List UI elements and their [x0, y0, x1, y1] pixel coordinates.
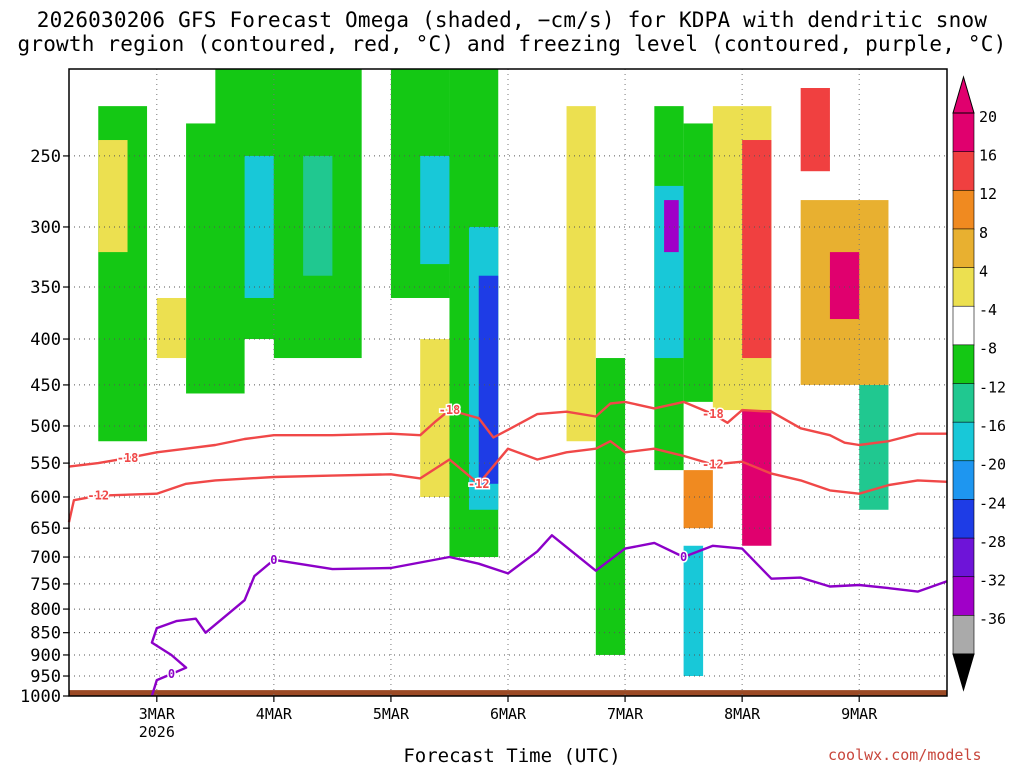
y-tick-label: 650 [30, 519, 61, 539]
contour-label: -12 [87, 489, 109, 503]
contour-label: -12 [702, 458, 724, 472]
terrain-fill [69, 690, 947, 696]
colorbar-tick-label: -32 [979, 572, 1006, 590]
omega-shaded-cell [859, 384, 889, 510]
colorbar-tick-label: -12 [979, 378, 1006, 396]
x-tick-label: 9MAR [841, 705, 878, 723]
colorbar-swatch [952, 383, 975, 423]
colorbar-swatch [952, 460, 975, 501]
colorbar-swatch [952, 615, 975, 655]
omega-shaded-cell [156, 297, 187, 359]
omega-shaded-cell [420, 155, 450, 265]
colorbar-tick-label: -16 [979, 417, 1006, 435]
omega-shaded-cell [683, 545, 704, 677]
colorbar-swatch [952, 499, 975, 539]
colorbar-swatch [952, 421, 975, 462]
y-tick-label: 450 [30, 376, 61, 396]
contour-label: 0 [680, 550, 687, 564]
y-tick-label: 950 [30, 667, 61, 687]
y-tick-label: 850 [30, 624, 61, 644]
contour-line [67, 440, 948, 523]
site-credit[interactable]: coolwx.com/models [828, 746, 982, 764]
x-tick-label: 4MAR [256, 705, 293, 723]
colorbar-tick-label: -8 [979, 340, 997, 358]
y-tick-label: 350 [30, 278, 61, 298]
contour-label: -18 [439, 403, 461, 417]
omega-shaded-cell [683, 123, 713, 402]
y-tick-label: 600 [30, 488, 61, 508]
omega-shaded-cell [742, 140, 772, 359]
omega-shaded-cell [800, 88, 830, 172]
chart-title-line-1: 2026030206 GFS Forecast Omega (shaded, −… [36, 8, 988, 32]
omega-shaded-cell [829, 252, 860, 320]
colorbar-tick-label: 4 [979, 262, 988, 280]
colorbar-tick-label: -4 [979, 301, 997, 319]
contour-label: 0 [270, 553, 277, 567]
colorbar-swatch [952, 576, 975, 617]
colorbar-bottom-arrow [952, 653, 975, 692]
colorbar-top-arrow [952, 75, 975, 114]
contour-line [68, 400, 947, 468]
colorbar-swatch [952, 112, 975, 153]
colorbar-swatch [952, 305, 975, 346]
y-tick-label: 1000 [20, 687, 61, 707]
omega-shaded-cell [664, 200, 679, 253]
x-tick-label: 6MAR [490, 705, 527, 723]
contour-label: -12 [468, 477, 490, 491]
x-tick-label: 3MAR [139, 705, 176, 723]
colorbar-swatch [952, 267, 975, 308]
x-axis-title: Forecast Time (UTC) [403, 745, 621, 767]
y-tick-label: 500 [30, 417, 61, 437]
colorbar-tick-label: -24 [979, 494, 1006, 512]
chart-title-line-2: growth region (contoured, red, °C) and f… [17, 32, 1007, 56]
colorbar-tick-label: 12 [979, 185, 997, 203]
omega-shaded-cell [566, 106, 596, 442]
colorbar-tick-label: -36 [979, 610, 1006, 628]
contour-label: -18 [702, 407, 724, 421]
y-tick-label: 750 [30, 575, 61, 595]
x-tick-label: 8MAR [724, 705, 761, 723]
colorbar-tick-label: 8 [979, 224, 988, 242]
omega-shaded-cell [595, 358, 626, 655]
contour-label: 0 [168, 667, 175, 681]
x-tick-label: 5MAR [373, 705, 410, 723]
omega-shaded-cell [683, 470, 713, 529]
omega-shaded-cell [420, 339, 450, 497]
colorbar-tick-label: -20 [979, 456, 1006, 474]
colorbar-tick-label: 20 [979, 108, 997, 126]
omega-shaded-cell [478, 275, 499, 484]
colorbar-swatch [952, 344, 975, 385]
y-tick-label: 400 [30, 330, 61, 350]
omega-shaded-cell [303, 155, 333, 276]
y-tick-label: 300 [30, 218, 61, 238]
y-tick-label: 250 [30, 147, 61, 167]
y-tick-label: 900 [30, 646, 61, 666]
contour-label: -18 [117, 451, 139, 465]
y-tick-label: 800 [30, 600, 61, 620]
colorbar-tick-label: -28 [979, 533, 1006, 551]
x-tick-sublabel: 2026 [139, 723, 175, 741]
x-tick-label: 7MAR [607, 705, 644, 723]
colorbar-swatch [952, 189, 975, 230]
colorbar-swatch [952, 228, 975, 269]
colorbar-tick-label: 16 [979, 147, 997, 165]
omega-shaded-cell [98, 140, 128, 253]
y-tick-label: 550 [30, 454, 61, 474]
y-tick-label: 700 [30, 548, 61, 568]
colorbar-swatch [952, 537, 975, 578]
colorbar-swatch [952, 151, 975, 192]
contour-line [150, 534, 948, 697]
omega-shaded-cell [742, 410, 772, 546]
